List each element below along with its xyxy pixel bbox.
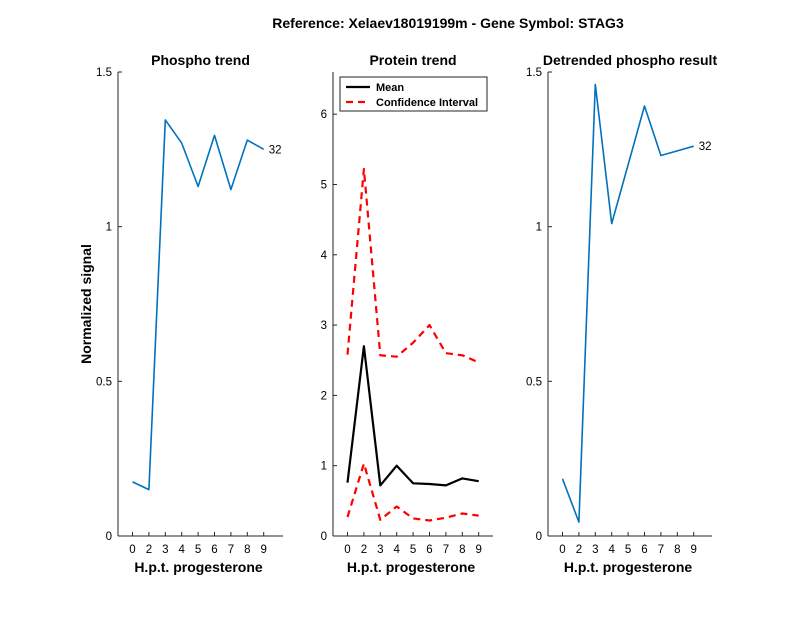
y-tick-label: 0 [536, 531, 542, 543]
ci-lower-line [346, 462, 479, 522]
x-tick-label: 2 [361, 544, 367, 556]
panel-title: Detrended phospho result [543, 52, 718, 68]
y-tick-label: 1 [536, 222, 542, 234]
y-tick-label: 3 [321, 320, 327, 332]
y-tick-label: 1.5 [96, 67, 112, 79]
x-tick-label: 9 [690, 544, 696, 556]
x-tick-label: 0 [129, 544, 135, 556]
x-axis-label: H.p.t. progesterone [347, 559, 476, 575]
legend-label-ci: Confidence Interval [376, 97, 478, 109]
x-tick-label: 8 [674, 544, 680, 556]
x-tick-label: 5 [410, 544, 416, 556]
x-tick-label: 4 [178, 544, 185, 556]
x-tick-label: 7 [443, 544, 449, 556]
x-tick-label: 3 [162, 544, 168, 556]
legend-box [339, 76, 488, 112]
x-tick-label: 9 [260, 544, 266, 556]
x-tick-label: 6 [426, 544, 432, 556]
y-tick-label: 4 [321, 250, 328, 262]
x-axis-label: H.p.t. progesterone [134, 559, 263, 575]
y-tick-label: 1 [321, 461, 327, 473]
x-tick-label: 4 [608, 544, 615, 556]
y-tick-label: 6 [321, 109, 327, 121]
mean-line [346, 345, 479, 487]
x-tick-label: 8 [244, 544, 250, 556]
y-tick-label: 0.5 [526, 376, 542, 388]
x-tick-label: 5 [625, 544, 631, 556]
y-tick-label: 1.5 [526, 67, 542, 79]
x-tick-label: 0 [344, 544, 350, 556]
x-tick-label: 6 [211, 544, 217, 556]
phospho-line [132, 119, 265, 491]
x-tick-label: 7 [658, 544, 664, 556]
y-tick-label: 0 [106, 531, 112, 543]
x-tick-label: 3 [592, 544, 598, 556]
legend-label-mean: Mean [376, 82, 404, 94]
panel-title: Phospho trend [151, 52, 250, 68]
x-tick-label: 2 [576, 544, 582, 556]
y-axis-label: Normalized signal [78, 244, 94, 364]
panel-title: Protein trend [369, 52, 456, 68]
x-axis-label: H.p.t. progesterone [564, 559, 693, 575]
x-tick-label: 3 [377, 544, 383, 556]
ci-upper-line [346, 167, 480, 364]
series-annotation: 32 [269, 144, 282, 156]
x-tick-label: 8 [459, 544, 465, 556]
x-tick-label: 0 [559, 544, 565, 556]
legend: Mean Confidence Interval [339, 76, 488, 112]
x-tick-label: 4 [393, 544, 400, 556]
x-tick-label: 7 [228, 544, 234, 556]
series-annotation: 32 [699, 141, 712, 153]
y-tick-label: 5 [321, 179, 327, 191]
y-tick-label: 2 [321, 390, 327, 402]
detrended-line [561, 83, 694, 523]
y-tick-label: 1 [106, 222, 112, 234]
x-tick-label: 6 [641, 544, 647, 556]
y-tick-label: 0.5 [96, 376, 112, 388]
y-tick-label: 0 [321, 531, 327, 543]
figure-title: Reference: Xelaev18019199m - Gene Symbol… [272, 15, 624, 31]
x-tick-label: 2 [146, 544, 152, 556]
x-tick-label: 9 [475, 544, 481, 556]
x-tick-label: 5 [195, 544, 201, 556]
